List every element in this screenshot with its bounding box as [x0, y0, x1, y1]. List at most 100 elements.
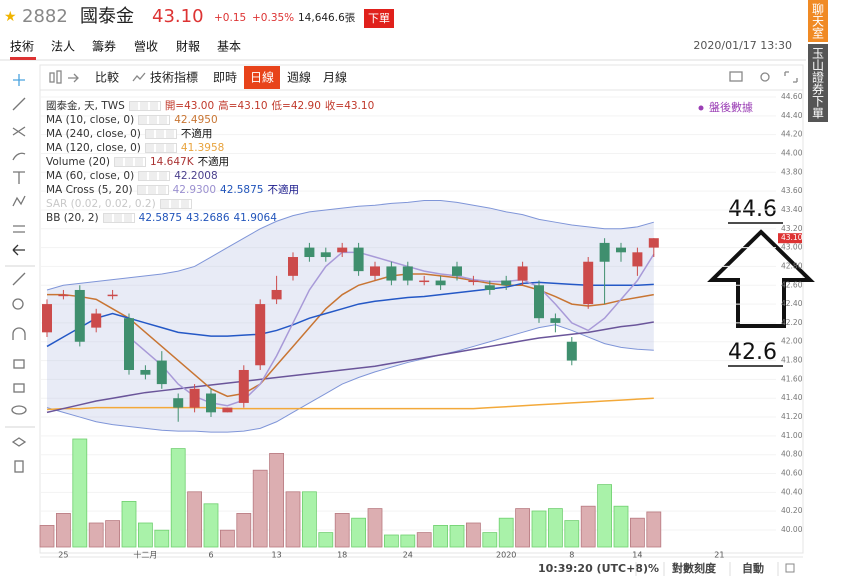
volume-bar	[56, 513, 71, 548]
volume-bar	[334, 513, 350, 548]
legend-text: 42.4950	[174, 114, 218, 126]
annotation-arrow	[707, 229, 815, 328]
toolbar-item[interactable]: 週線	[287, 70, 311, 85]
bb-band	[47, 200, 654, 433]
legend-text: MA (120, close, 0)	[46, 142, 141, 154]
x-tick-label: 十二月	[133, 550, 157, 560]
legend-icons[interactable]	[138, 171, 171, 181]
legend-icons[interactable]	[113, 157, 146, 167]
toolbar-item[interactable]: 即時	[213, 71, 237, 85]
candle-body	[107, 294, 118, 297]
tab-underline	[10, 57, 36, 60]
tab[interactable]: 籌券	[92, 39, 116, 54]
legend-icons[interactable]	[136, 185, 169, 195]
legend-text: 不適用	[197, 156, 230, 168]
legend-text: SAR (0.02, 0.02, 0.2)	[46, 198, 156, 210]
y-tick-label: 44.40	[781, 111, 803, 120]
volume-bar	[269, 452, 285, 548]
indicator-line	[46, 281, 654, 348]
y-tick-label: 43.20	[781, 224, 803, 233]
volume-bar	[318, 532, 334, 548]
x-tick-label: 14	[632, 551, 642, 560]
legend-text: Volume (20)	[46, 156, 110, 168]
datetime: 2020/01/17 13:30	[693, 39, 792, 52]
indicator-line	[128, 251, 655, 407]
legend-text: MA Cross (5, 20)	[46, 184, 133, 196]
volume-bar	[465, 522, 481, 548]
legend-icons[interactable]	[159, 199, 192, 209]
toolbar-icons	[49, 70, 798, 84]
sidebar-icons	[5, 74, 35, 473]
toolbar-item[interactable]: 日線	[250, 70, 274, 85]
candle-body	[616, 247, 626, 253]
legend-icons[interactable]	[144, 129, 177, 139]
percent-toggle[interactable]: %	[648, 562, 659, 575]
candle-body	[419, 280, 430, 283]
log-toggle[interactable]: 對數刻度	[672, 561, 717, 575]
legend-text: MA (60, close, 0)	[46, 170, 135, 182]
candle-body	[550, 318, 561, 323]
candle-body	[484, 285, 495, 290]
candle-body	[156, 360, 167, 385]
volume-bar	[646, 511, 662, 548]
legend-row: MA (10, close, 0) 42.4950	[46, 113, 374, 127]
x-tick-label: 24	[403, 551, 413, 560]
tab[interactable]: 法人	[51, 40, 75, 54]
legend-row: Volume (20) 14.647K 不適用	[46, 155, 374, 169]
legend-text: 低=42.90	[271, 100, 321, 112]
toolbar-item[interactable]: 技術指標	[150, 70, 198, 85]
tab[interactable]: 技術	[10, 40, 34, 54]
volume-bar	[105, 520, 120, 548]
volume-bar	[203, 503, 219, 548]
toolbar-active[interactable]	[244, 66, 280, 89]
legend-text: 國泰金, 天, TWS	[46, 100, 125, 112]
y-tick-label: 43.80	[781, 167, 803, 176]
volume: 14,646.6張	[298, 12, 356, 24]
legend-row: MA (240, close, 0) 不適用	[46, 127, 374, 141]
order-button-label[interactable]: 下單	[368, 12, 390, 25]
auto-toggle[interactable]: 自動	[742, 561, 764, 575]
y-tick-label: 44.20	[781, 130, 803, 139]
y-tick-label: 41.80	[781, 356, 803, 365]
candle-body	[599, 242, 610, 262]
legend-text: 高=43.10	[218, 100, 268, 112]
x-tick-label: 25	[58, 551, 68, 560]
tab[interactable]: 基本	[217, 40, 241, 54]
legend-text: 42.5875	[138, 212, 183, 224]
toolbar-item[interactable]: 比較	[95, 70, 119, 85]
volume-bar	[236, 513, 252, 548]
indicator-line	[46, 200, 654, 291]
after-hours[interactable]: 盤後數據	[709, 100, 753, 114]
legend-icons[interactable]	[102, 213, 135, 223]
indicator-line	[46, 321, 654, 414]
order-button[interactable]	[364, 9, 394, 28]
legend-text: 41.9064	[233, 212, 277, 224]
toolbar-item[interactable]: 月線	[323, 70, 347, 85]
legend-icons[interactable]	[128, 101, 161, 111]
change-pct: +0.35%	[252, 12, 294, 24]
legend-icons[interactable]	[138, 115, 171, 125]
volume-bar	[170, 448, 186, 548]
tab[interactable]: 財報	[176, 39, 200, 54]
legend-text: 14.647K	[149, 156, 194, 168]
separators	[635, 562, 779, 576]
volume-bar	[613, 505, 629, 548]
candle-body	[206, 393, 216, 413]
change: +0.15	[214, 12, 246, 24]
volume-bar	[88, 522, 104, 548]
chat-tab[interactable]: 聊天室	[808, 0, 828, 42]
y-tick-label: 42.00	[781, 337, 803, 346]
volume-bar	[531, 510, 547, 548]
settings-icon[interactable]	[785, 563, 795, 573]
indicator-line	[47, 273, 654, 398]
volume-bar	[367, 508, 383, 548]
legend-row: SAR (0.02, 0.02, 0.2)	[46, 197, 374, 211]
tab[interactable]: 營收	[134, 40, 158, 54]
legend-row: MA Cross (5, 20) 42.9300 42.5875 不適用	[46, 183, 374, 197]
legend-text: 開=43.00	[164, 100, 215, 112]
favorite-star[interactable]: ★	[4, 9, 17, 25]
legend-row: MA (120, close, 0) 41.3958	[46, 141, 374, 155]
legend-icons[interactable]	[144, 143, 177, 153]
order-tab[interactable]: 玉山證券下單	[808, 44, 828, 122]
